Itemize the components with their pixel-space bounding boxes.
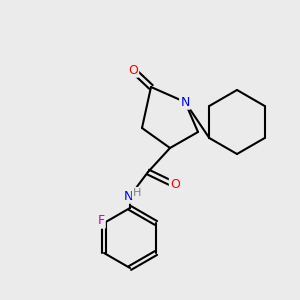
Text: F: F [98,214,105,227]
Text: O: O [128,64,138,76]
Text: O: O [170,178,180,191]
Text: H: H [133,188,141,198]
Text: N: N [180,95,190,109]
Text: N: N [123,190,133,202]
